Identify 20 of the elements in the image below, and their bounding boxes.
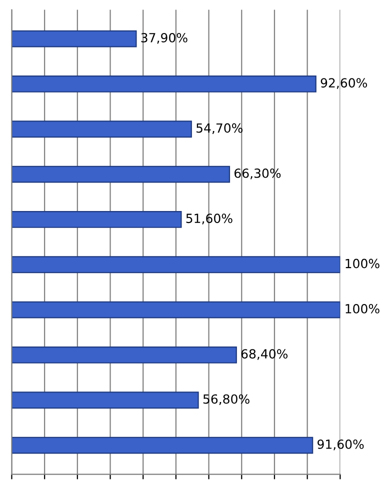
- bar: [12, 211, 182, 228]
- data-label: 91,60%: [318, 439, 364, 450]
- bar: [12, 166, 230, 183]
- bar: [12, 392, 199, 409]
- data-label: 92,60%: [320, 78, 368, 89]
- bar: [12, 76, 316, 92]
- data-label: 54,70%: [196, 123, 243, 134]
- data-label: 100%: [346, 258, 380, 268]
- data-label: 37,90%: [141, 32, 188, 44]
- bar: [12, 30, 137, 48]
- data-label: 51,60%: [186, 214, 232, 224]
- data-label: 100%: [346, 304, 380, 314]
- bar: [12, 346, 237, 364]
- data-label: 56,80%: [203, 394, 250, 406]
- bar: [12, 436, 314, 454]
- bar: [12, 120, 192, 138]
- bar: [12, 256, 340, 274]
- data-label: 68,40%: [241, 349, 288, 360]
- data-label: 66,30%: [234, 168, 281, 180]
- bar: [12, 301, 340, 318]
